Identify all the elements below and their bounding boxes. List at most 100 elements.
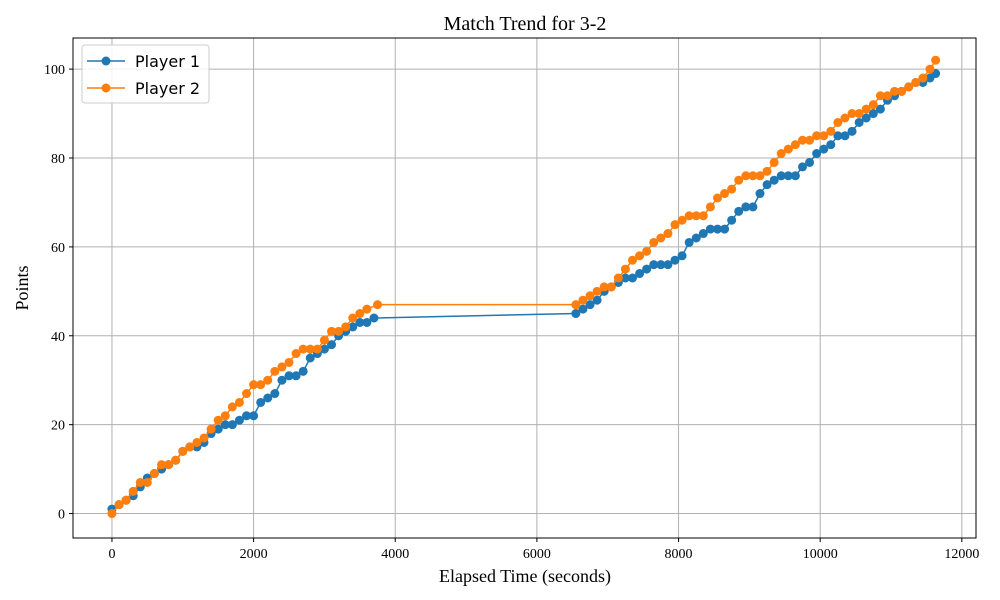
data-point-player-2 xyxy=(171,455,181,465)
data-point-player-1 xyxy=(362,317,372,327)
x-tick-label: 6000 xyxy=(523,547,551,562)
data-point-player-2 xyxy=(918,73,928,83)
data-point-player-2 xyxy=(931,55,941,65)
data-point-player-2 xyxy=(242,389,252,399)
data-point-player-1 xyxy=(684,237,694,247)
x-tick-label: 4000 xyxy=(381,547,409,562)
data-point-player-2 xyxy=(135,477,145,487)
plot-frame xyxy=(72,37,977,539)
data-point-player-2 xyxy=(882,91,892,101)
data-point-player-2 xyxy=(698,211,708,221)
series-player-2 xyxy=(107,55,941,519)
data-point-player-2 xyxy=(854,109,864,119)
data-point-player-1 xyxy=(284,371,294,381)
data-point-player-1 xyxy=(691,233,701,243)
data-point-player-1 xyxy=(277,375,287,385)
data-point-player-2 xyxy=(578,295,588,305)
data-point-player-1 xyxy=(833,131,843,141)
data-point-player-1 xyxy=(712,224,722,234)
data-point-player-2 xyxy=(805,135,815,145)
data-point-player-2 xyxy=(128,486,138,496)
data-point-player-1 xyxy=(291,371,301,381)
data-point-player-2 xyxy=(712,193,722,203)
data-point-player-2 xyxy=(149,469,159,479)
y-tick-label: 20 xyxy=(51,419,65,434)
data-point-player-2 xyxy=(755,171,765,181)
data-point-player-2 xyxy=(114,500,124,510)
data-point-player-2 xyxy=(705,202,715,212)
data-point-player-2 xyxy=(599,282,609,292)
x-tick-label: 8000 xyxy=(665,547,693,562)
data-point-player-2 xyxy=(826,126,836,136)
data-point-player-2 xyxy=(875,91,885,101)
data-point-player-1 xyxy=(755,189,765,199)
y-tick-label: 60 xyxy=(51,241,65,256)
data-point-player-1 xyxy=(242,411,252,421)
data-point-player-2 xyxy=(620,264,630,274)
data-point-player-2 xyxy=(142,477,152,487)
y-tick-label: 100 xyxy=(44,63,65,78)
data-point-player-2 xyxy=(585,291,595,301)
data-point-player-2 xyxy=(327,326,337,336)
data-point-player-2 xyxy=(847,109,857,119)
data-point-player-1 xyxy=(727,215,737,225)
data-point-player-1 xyxy=(249,411,259,421)
data-point-player-2 xyxy=(355,309,365,319)
data-point-player-1 xyxy=(369,313,379,323)
data-point-player-2 xyxy=(277,362,287,372)
data-point-player-2 xyxy=(185,442,195,452)
y-tick-label: 40 xyxy=(51,330,65,345)
data-point-player-2 xyxy=(121,495,131,505)
data-point-player-1 xyxy=(585,300,595,310)
y-tick-label: 0 xyxy=(58,508,65,523)
data-point-player-2 xyxy=(373,300,383,310)
data-point-player-2 xyxy=(911,77,921,87)
data-point-player-2 xyxy=(649,237,659,247)
data-point-player-2 xyxy=(656,233,666,243)
y-axis-label: Points xyxy=(12,265,32,310)
data-point-player-2 xyxy=(256,380,266,390)
data-point-player-2 xyxy=(249,380,259,390)
data-point-player-2 xyxy=(790,140,800,150)
data-point-player-1 xyxy=(578,304,588,314)
legend-marker-player-2 xyxy=(101,83,111,93)
tick-layer: 0 2000 4000 6000 8000 10000 12000 0 20 40 60 80 100 xyxy=(44,63,979,562)
data-point-player-1 xyxy=(270,389,280,399)
data-point-player-2 xyxy=(797,135,807,145)
data-point-player-2 xyxy=(334,326,344,336)
data-point-player-2 xyxy=(592,286,602,296)
data-point-player-1 xyxy=(819,144,829,154)
data-point-player-2 xyxy=(734,175,744,185)
data-point-player-2 xyxy=(107,509,117,519)
data-point-player-2 xyxy=(341,322,351,332)
data-point-player-1 xyxy=(762,180,772,190)
data-point-player-1 xyxy=(734,206,744,216)
x-tick-label: 2000 xyxy=(240,547,268,562)
data-point-player-2 xyxy=(868,100,878,110)
data-point-player-2 xyxy=(164,460,174,470)
data-point-player-1 xyxy=(705,224,715,234)
data-point-player-1 xyxy=(656,260,666,270)
x-tick-label: 12000 xyxy=(944,547,979,562)
data-point-player-1 xyxy=(213,424,223,434)
data-point-player-2 xyxy=(312,344,322,354)
data-point-player-2 xyxy=(348,313,358,323)
data-point-player-1 xyxy=(319,344,329,354)
data-point-player-2 xyxy=(157,460,167,470)
data-point-player-2 xyxy=(663,229,673,239)
data-point-player-1 xyxy=(327,340,337,350)
data-point-player-1 xyxy=(220,420,230,430)
y-tick-label: 80 xyxy=(51,152,65,167)
data-point-player-2 xyxy=(227,402,237,412)
data-point-player-1 xyxy=(769,175,779,185)
data-point-player-2 xyxy=(206,424,216,434)
data-point-player-1 xyxy=(783,171,793,181)
data-point-player-2 xyxy=(727,184,737,194)
data-point-player-1 xyxy=(355,317,365,327)
data-point-player-2 xyxy=(925,64,935,74)
data-point-player-2 xyxy=(720,189,730,199)
legend: Player 1 Player 2 xyxy=(81,44,210,104)
data-point-player-2 xyxy=(890,86,900,96)
data-point-player-2 xyxy=(305,344,315,354)
